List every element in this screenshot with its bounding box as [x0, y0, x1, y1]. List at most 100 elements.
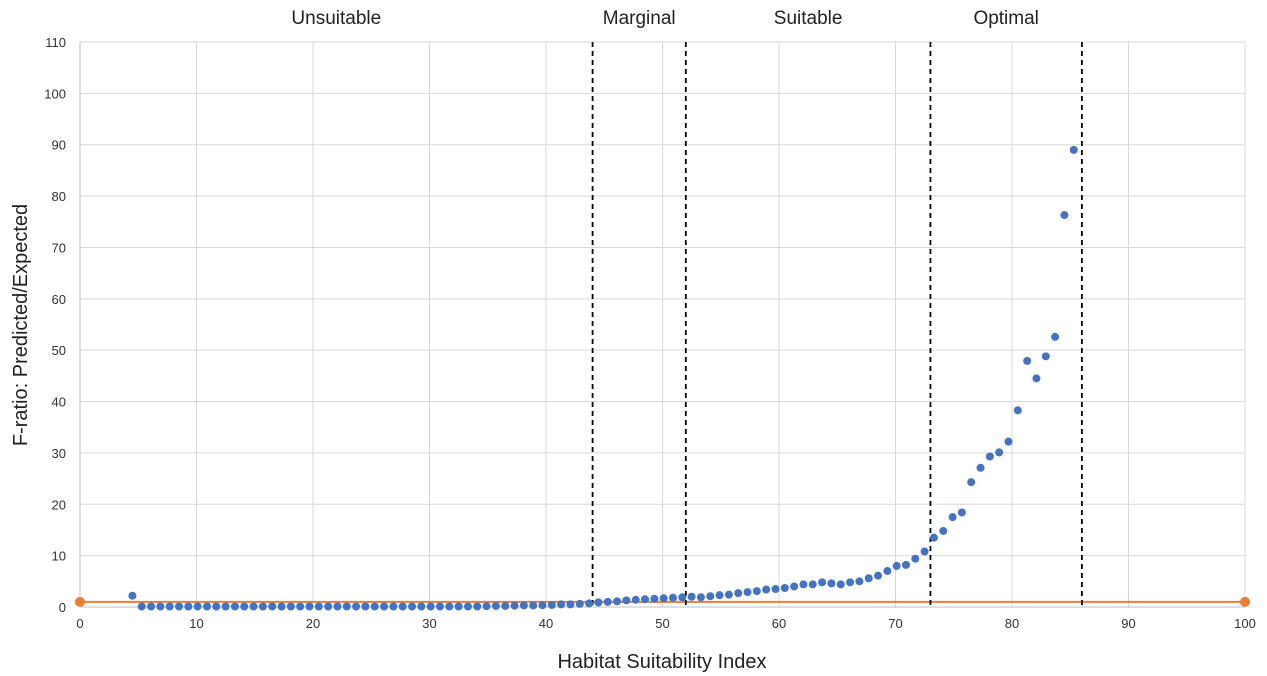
data-point: [128, 591, 137, 600]
y-tick-label: 110: [45, 35, 66, 50]
data-point: [324, 602, 333, 611]
data-point: [165, 602, 174, 611]
zone-label-unsuitable: Unsuitable: [291, 8, 381, 29]
data-point: [967, 478, 976, 487]
data-point: [277, 602, 286, 611]
data-point: [743, 588, 752, 597]
data-point: [668, 593, 677, 602]
x-tick-label: 80: [1005, 616, 1019, 631]
data-point: [883, 567, 892, 576]
data-point: [342, 602, 351, 611]
data-point: [408, 602, 417, 611]
data-point: [221, 602, 230, 611]
y-tick-label: 80: [52, 189, 66, 204]
data-point: [230, 602, 239, 611]
data-point: [706, 592, 715, 601]
x-tick-label: 100: [1234, 616, 1256, 631]
data-point: [622, 596, 631, 605]
data-point: [156, 602, 165, 611]
data-point: [398, 602, 407, 611]
y-tick-labels: 0 10 20 30 40 50 60 70 80 90 100 110: [44, 35, 66, 615]
data-point: [864, 574, 873, 583]
data-point: [380, 602, 389, 611]
data-point: [491, 601, 500, 610]
reference-point: [75, 596, 85, 607]
data-point: [566, 600, 575, 609]
reference-point: [1240, 596, 1250, 607]
data-point: [995, 448, 1004, 457]
data-point: [352, 602, 361, 611]
data-point: [650, 594, 659, 603]
data-point: [314, 602, 323, 611]
data-point: [212, 602, 221, 611]
y-axis-title: F-ratio: Predicted/Expected: [10, 204, 32, 446]
data-point: [510, 601, 519, 610]
data-point: [613, 597, 622, 606]
data-point: [762, 585, 771, 594]
data-point: [1004, 437, 1013, 446]
x-tick-label: 20: [306, 616, 320, 631]
data-point: [473, 602, 482, 611]
data-point: [631, 595, 640, 604]
data-point: [501, 601, 510, 610]
data-point: [603, 597, 612, 606]
x-tick-label: 40: [539, 616, 553, 631]
data-point: [389, 602, 398, 611]
data-point: [184, 602, 193, 611]
data-point: [286, 602, 295, 611]
data-point: [575, 599, 584, 608]
x-tick-label: 50: [655, 616, 669, 631]
y-tick-label: 0: [59, 600, 66, 615]
y-tick-label: 60: [52, 292, 66, 307]
gridlines: [80, 41, 1246, 607]
data-point: [976, 463, 985, 472]
data-point: [370, 602, 379, 611]
y-tick-label: 10: [52, 549, 66, 564]
data-point: [147, 602, 156, 611]
data-point: [333, 602, 342, 611]
data-point: [957, 508, 966, 517]
data-point: [799, 580, 808, 589]
x-tick-label: 0: [76, 616, 83, 631]
data-point: [454, 602, 463, 611]
data-point: [426, 602, 435, 611]
data-point: [771, 585, 780, 594]
data-point: [585, 599, 594, 608]
data-point: [659, 594, 668, 603]
data-point: [724, 590, 733, 599]
data-point: [361, 602, 370, 611]
y-tick-label: 90: [52, 138, 66, 153]
y-tick-label: 70: [52, 240, 66, 255]
x-tick-label: 90: [1121, 616, 1135, 631]
x-tick-labels: 0 10 20 30 40 50 60 70 80 90 100: [76, 616, 1255, 631]
data-point: [417, 602, 426, 611]
data-point: [268, 602, 277, 611]
data-point: [929, 533, 938, 542]
data-point: [696, 593, 705, 602]
data-point: [296, 602, 305, 611]
data-point: [846, 578, 855, 587]
data-point: [463, 602, 472, 611]
data-point: [808, 580, 817, 589]
data-point: [137, 602, 146, 611]
zone-boundaries: [591, 42, 1083, 607]
data-point: [985, 452, 994, 461]
data-point: [818, 578, 827, 587]
x-tick-label: 30: [422, 616, 436, 631]
y-tick-label: 20: [52, 497, 66, 512]
data-point: [920, 547, 929, 556]
data-points: [128, 145, 1078, 611]
x-tick-label: 10: [189, 616, 203, 631]
data-point: [547, 600, 556, 609]
zone-label-marginal: Marginal: [603, 8, 676, 29]
data-point: [258, 602, 267, 611]
x-tick-label: 70: [888, 616, 902, 631]
zone-label-suitable: Suitable: [774, 8, 843, 29]
data-point: [836, 580, 845, 589]
data-point: [557, 600, 566, 609]
data-point: [855, 577, 864, 586]
data-point: [678, 593, 687, 602]
data-point: [1069, 145, 1078, 154]
y-tick-label: 30: [52, 446, 66, 461]
y-tick-label: 100: [44, 86, 66, 101]
